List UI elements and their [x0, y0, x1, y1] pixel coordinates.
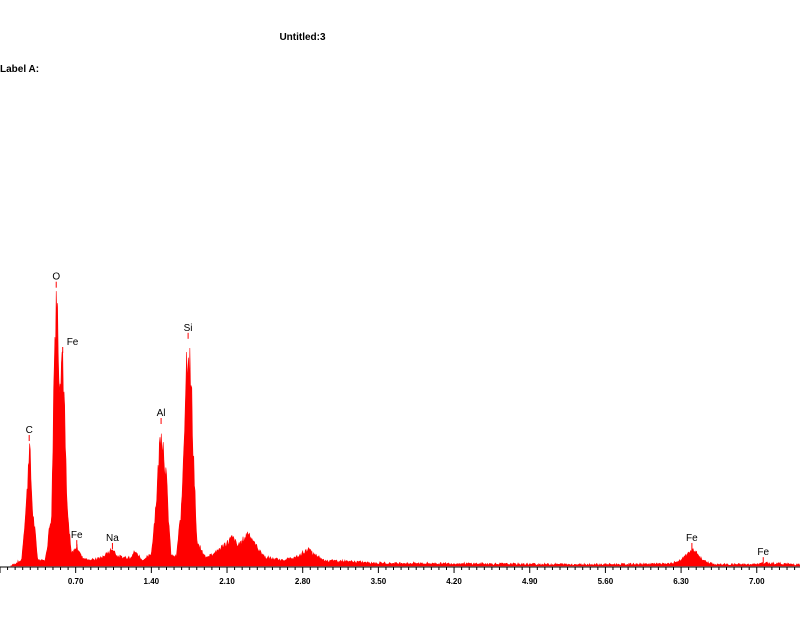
peak-label-fe: Fe: [67, 337, 79, 348]
peak-label-fe: Fe: [757, 547, 769, 558]
x-tick-label: 0.70: [68, 577, 84, 586]
chart-title: Untitled:3: [279, 32, 326, 43]
x-tick-label: 2.80: [295, 577, 311, 586]
peak-label-fe: Fe: [71, 530, 83, 541]
label-a: Label A:: [0, 64, 40, 75]
x-tick-label: 4.20: [446, 577, 462, 586]
peak-label-si: Si: [184, 323, 193, 334]
peak-label-al: Al: [157, 408, 166, 419]
x-tick-label: 7.00: [749, 577, 765, 586]
peak-labels: C O Fe Fe Na Al Si Fe Fe: [26, 272, 770, 564]
peak-label-na: Na: [106, 533, 119, 544]
x-axis: 0.70 1.40 2.10 2.80 3.50 4.20 4.90 5.60 6.30 7.00: [0, 566, 800, 586]
peak-label-fe: Fe: [686, 533, 698, 544]
x-tick-label: 5.60: [598, 577, 614, 586]
spectrum-series: [10, 291, 800, 567]
peak-label-o: O: [52, 272, 60, 283]
x-tick-label: 1.40: [144, 577, 160, 586]
peak-label-c: C: [26, 425, 33, 436]
spectrum-area: [10, 291, 800, 567]
x-tick-label: 4.90: [522, 577, 538, 586]
x-tick-label: 2.10: [219, 577, 235, 586]
x-tick-label: 6.30: [673, 577, 689, 586]
x-tick-label: 3.50: [371, 577, 387, 586]
